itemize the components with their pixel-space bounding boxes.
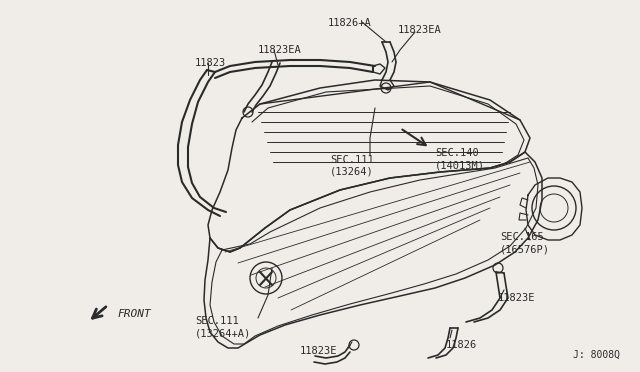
Text: SEC.111: SEC.111	[195, 316, 239, 326]
Text: SEC.140: SEC.140	[435, 148, 479, 158]
Text: (13264+A): (13264+A)	[195, 328, 252, 338]
Text: SEC.111: SEC.111	[330, 155, 374, 165]
Text: SEC.165: SEC.165	[500, 232, 544, 242]
Text: 11823EA: 11823EA	[258, 45, 301, 55]
Text: 11826+A: 11826+A	[328, 18, 372, 28]
Text: (16576P): (16576P)	[500, 244, 550, 254]
Text: 11823E: 11823E	[498, 293, 536, 303]
Text: (13264): (13264)	[330, 167, 374, 177]
Text: J: 8008Q: J: 8008Q	[573, 350, 620, 360]
Text: 11823E: 11823E	[300, 346, 337, 356]
Text: FRONT: FRONT	[118, 309, 152, 319]
Text: 11823: 11823	[195, 58, 227, 68]
Text: (14013M): (14013M)	[435, 160, 485, 170]
Text: 11823EA: 11823EA	[398, 25, 442, 35]
Text: 11826: 11826	[446, 340, 477, 350]
